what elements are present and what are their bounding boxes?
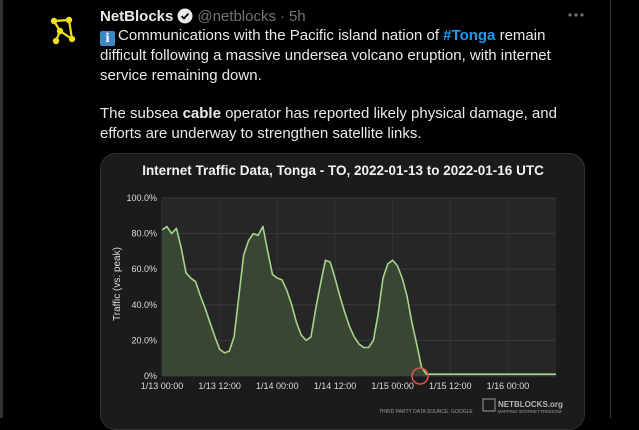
header-separator: · — [279, 7, 285, 25]
chart-title: Internet Traffic Data, Tonga - TO, 2022-… — [142, 163, 544, 178]
bold-word: cable — [182, 105, 221, 122]
y-tick-label: 0% — [144, 371, 157, 381]
tweet-paragraph-2: The subsea cable operator has reported l… — [100, 104, 595, 143]
hashtag-link[interactable]: #Tonga — [443, 27, 496, 44]
author-name[interactable]: NetBlocks — [100, 7, 174, 25]
x-tick-label: 1/15 12:00 — [429, 381, 472, 391]
tweet-text-segment: The subsea — [100, 105, 183, 122]
x-tick-label: 1/15 00:00 — [371, 381, 414, 391]
x-tick-label: 1/16 00:00 — [487, 381, 530, 391]
tweet-text-segment: operator has reported likely physical da… — [100, 105, 557, 142]
x-tick-label: 1/13 12:00 — [198, 381, 241, 391]
y-tick-label: 40.0% — [131, 300, 157, 310]
traffic-chart: Internet Traffic Data, Tonga - TO, 2022-… — [101, 154, 584, 429]
source-note: THIRD PARTY DATA SOURCE: GOOGLE — [379, 409, 473, 415]
information-emoji-icon: i — [100, 31, 115, 46]
tweet-text-segment: remain difficult following a massive und… — [100, 27, 551, 84]
verified-badge-icon — [177, 8, 193, 24]
media-card[interactable]: Internet Traffic Data, Tonga - TO, 2022-… — [100, 153, 585, 430]
timeline-left-border — [0, 0, 3, 418]
author-handle[interactable]: @netblocks — [197, 7, 276, 25]
y-tick-label: 100.0% — [126, 193, 157, 203]
x-tick-label: 1/13 00:00 — [141, 381, 184, 391]
outage-marker — [411, 367, 429, 385]
sidebar-edge — [610, 0, 639, 418]
author-avatar[interactable] — [40, 6, 88, 54]
chart-axes: 100.0% 80.0% 60.0% 40.0% 20.0% 0%1/13 00:00 1/… — [126, 193, 529, 391]
tweet-body: i Communications with the Pacific island … — [100, 26, 595, 143]
y-tick-label: 20.0% — [131, 335, 157, 345]
y-axis-label: Traffic (vs. peak) — [112, 247, 123, 321]
tweet-text-segment: Communications with the Pacific island n… — [118, 27, 444, 44]
watermark-logo-icon — [482, 398, 496, 412]
x-tick-label: 1/14 12:00 — [314, 381, 357, 391]
netblocks-watermark: NETBLOCKS.org MAPPING INTERNET FREEDOM — [482, 398, 563, 414]
chart-area — [161, 225, 556, 376]
tweet-paragraph-1: i Communications with the Pacific island … — [100, 26, 595, 85]
netblocks-logo-icon — [40, 6, 88, 54]
more-options-icon[interactable] — [566, 5, 586, 25]
watermark-tagline: MAPPING INTERNET FREEDOM — [498, 409, 562, 414]
tweet-timestamp[interactable]: 5h — [288, 7, 306, 25]
traffic-series-line — [161, 225, 556, 375]
y-tick-label: 60.0% — [131, 264, 157, 274]
tweet-header: NetBlocks @netblocks · 5h — [100, 6, 306, 26]
watermark-brand: NETBLOCKS.org — [498, 400, 563, 409]
traffic-area-fill — [162, 226, 556, 376]
x-tick-label: 1/14 00:00 — [256, 381, 299, 391]
y-tick-label: 80.0% — [131, 229, 157, 239]
